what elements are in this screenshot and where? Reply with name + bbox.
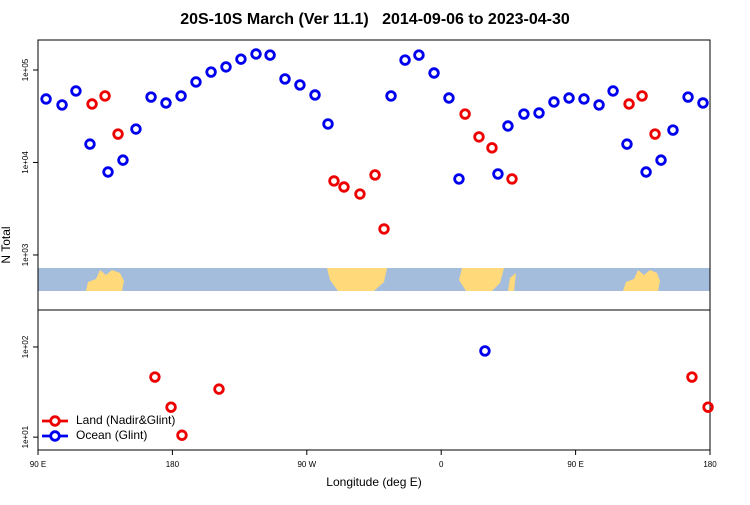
point [399, 54, 411, 66]
point [145, 91, 157, 103]
point [176, 429, 188, 441]
x-tick-label: 180 [703, 460, 717, 469]
point [453, 173, 465, 185]
map-strip [38, 268, 710, 291]
point [649, 128, 661, 140]
point [175, 90, 187, 102]
chart-title: 20S-10S March (Ver 11.1) 2014-09-06 to 2… [180, 11, 570, 28]
y-tick-label: 1e+02 [21, 335, 30, 358]
point [640, 166, 652, 178]
land-shape [86, 270, 124, 291]
legend-item: Land (Nadir&Glint) [42, 413, 175, 427]
point [686, 371, 698, 383]
x-tick-label: 90 E [567, 460, 583, 469]
legend-marker [49, 430, 61, 442]
point [86, 98, 98, 110]
point [190, 76, 202, 88]
point [279, 73, 291, 85]
point [697, 97, 709, 109]
point [682, 91, 694, 103]
point [636, 90, 648, 102]
point [506, 173, 518, 185]
point [165, 401, 177, 413]
point [428, 67, 440, 79]
point [294, 79, 306, 91]
point [149, 371, 161, 383]
land-shape [623, 270, 660, 291]
y-tick-label: 1e+03 [21, 243, 30, 266]
point [102, 166, 114, 178]
legend-item: Ocean (Glint) [42, 428, 147, 442]
point [56, 99, 68, 111]
point [623, 98, 635, 110]
point [578, 93, 590, 105]
point [99, 90, 111, 102]
point [250, 48, 262, 60]
point [70, 85, 82, 97]
x-tick-label: 90 E [30, 460, 46, 469]
point [160, 97, 172, 109]
y-axis-label: N Total [0, 226, 13, 263]
point [328, 175, 340, 187]
x-tick-label: 180 [166, 460, 180, 469]
x-tick-label: 90 W [297, 460, 316, 469]
point [667, 124, 679, 136]
point [205, 66, 217, 78]
point [338, 181, 350, 193]
point [443, 92, 455, 104]
x-tick-label: 0 [439, 460, 444, 469]
legend-label: Land (Nadir&Glint) [76, 413, 175, 427]
legend-label: Ocean (Glint) [76, 428, 147, 442]
point [518, 108, 530, 120]
point [117, 154, 129, 166]
y-tick-label: 1e+04 [21, 151, 30, 174]
point [502, 120, 514, 132]
land-shape [459, 268, 504, 291]
point [220, 61, 232, 73]
point [621, 138, 633, 150]
point [84, 138, 96, 150]
point [112, 128, 124, 140]
point [235, 53, 247, 65]
point [548, 96, 560, 108]
point [473, 131, 485, 143]
point [354, 188, 366, 200]
point [378, 223, 390, 235]
point [486, 142, 498, 154]
x-axis-label: Longitude (deg E) [326, 475, 421, 489]
plot-frame [37, 309, 711, 451]
point [413, 49, 425, 61]
legend-marker [49, 415, 61, 427]
point [369, 169, 381, 181]
land-shape [327, 268, 387, 291]
point [309, 89, 321, 101]
point [130, 123, 142, 135]
point [40, 93, 52, 105]
point [385, 90, 397, 102]
point [459, 108, 471, 120]
point [533, 107, 545, 119]
point [479, 345, 491, 357]
point [322, 118, 334, 130]
point [264, 49, 276, 61]
point [655, 154, 667, 166]
point [213, 383, 225, 395]
y-tick-label: 1e+01 [21, 425, 30, 448]
point [593, 99, 605, 111]
point [492, 168, 504, 180]
point [563, 92, 575, 104]
point [607, 85, 619, 97]
point [702, 401, 714, 413]
y-tick-label: 1e+05 [21, 58, 30, 81]
land-shape [508, 273, 516, 291]
